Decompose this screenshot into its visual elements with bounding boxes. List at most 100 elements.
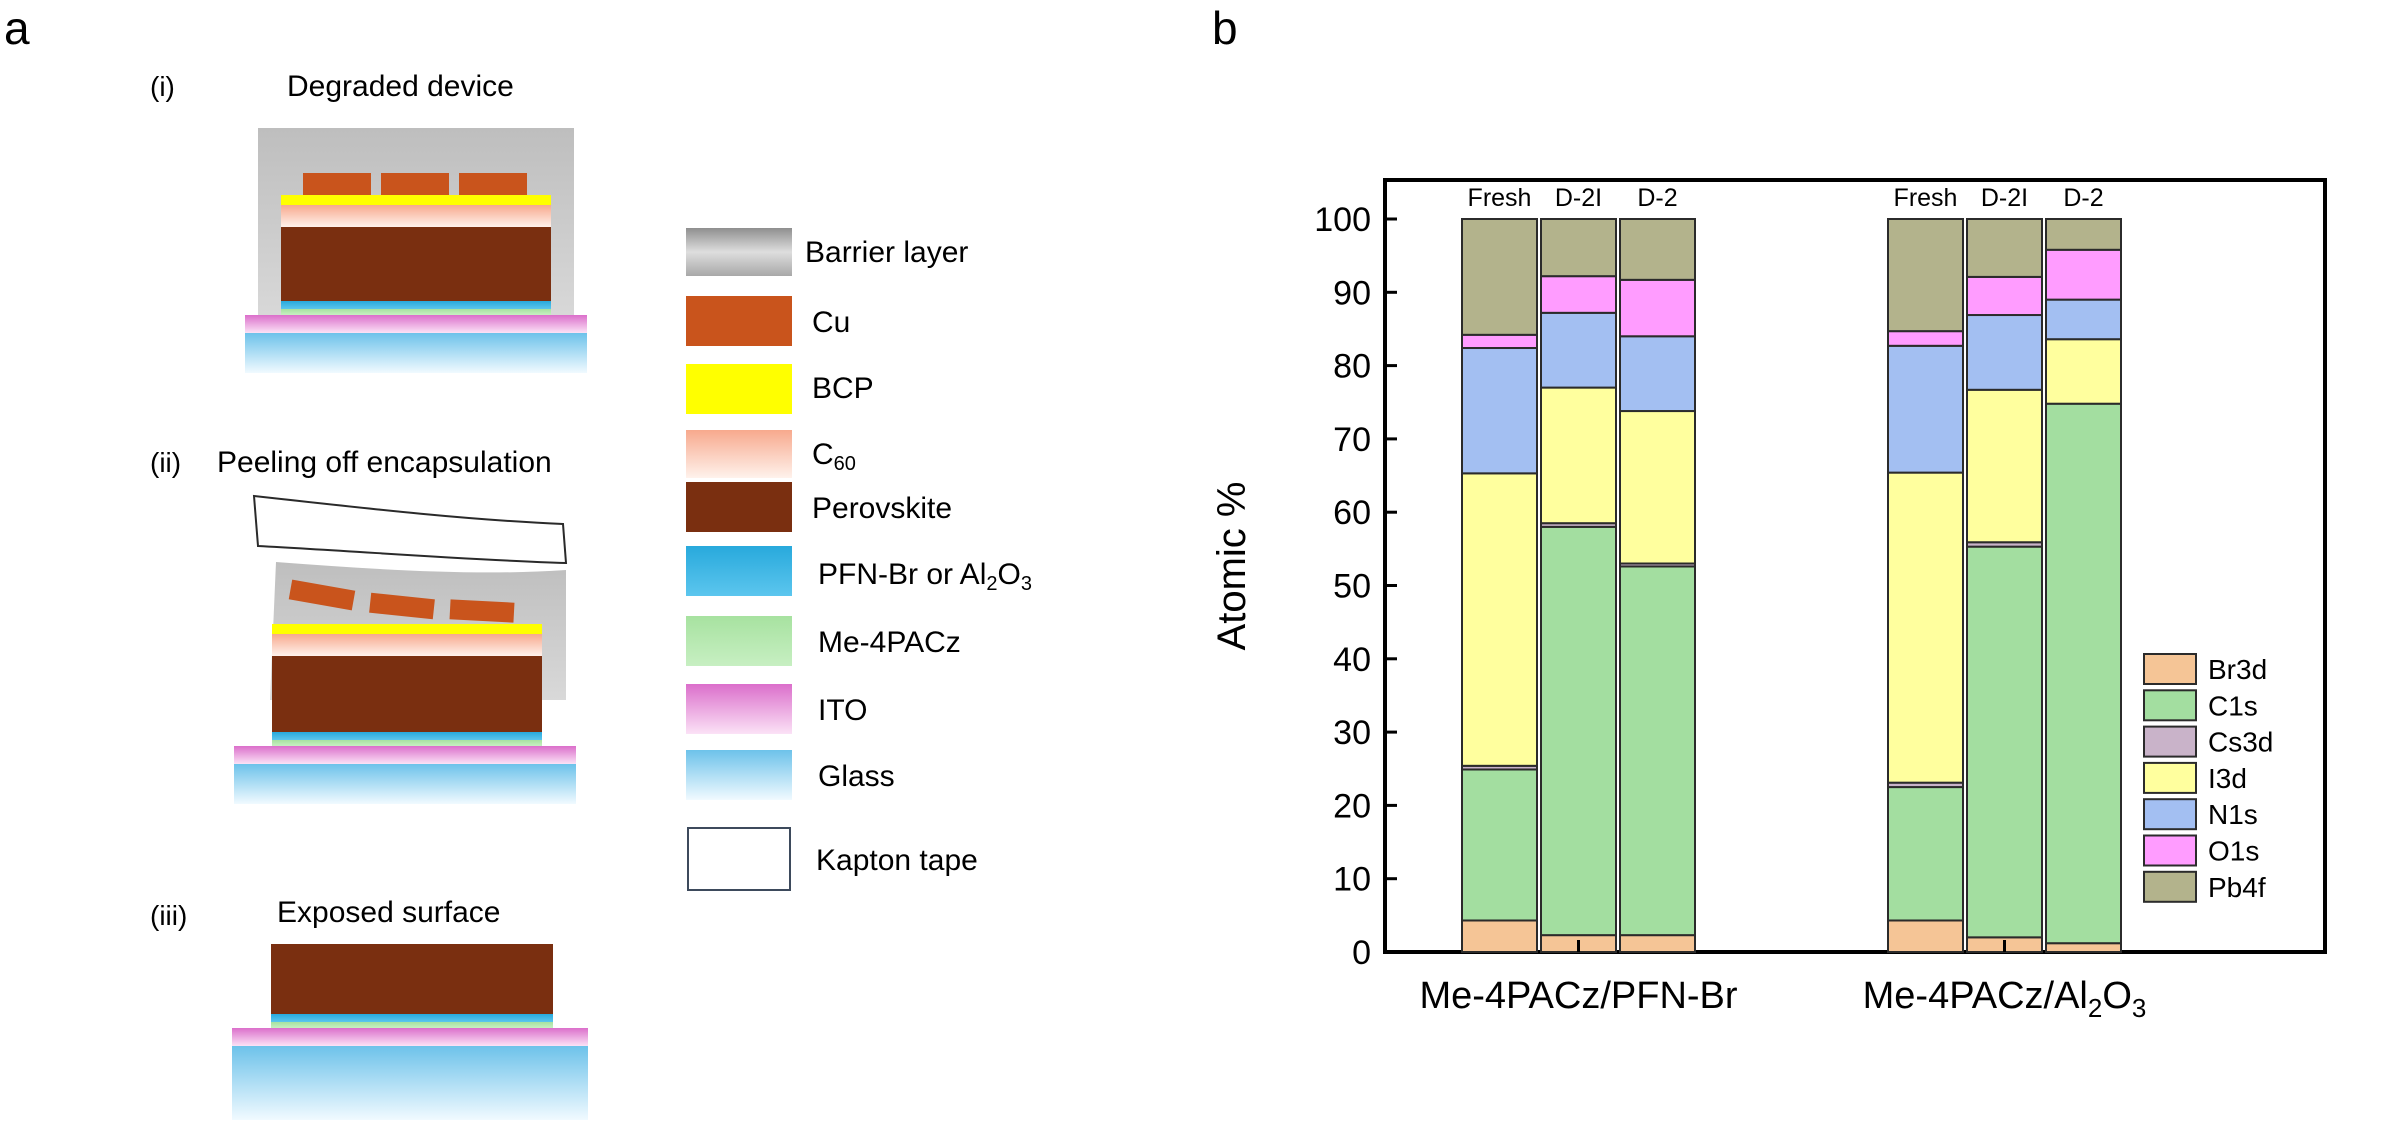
cu-flake xyxy=(449,599,515,623)
bar-label: D-2 xyxy=(1637,184,1677,212)
y-tick-label: 60 xyxy=(1333,494,1371,532)
bar-segment-i3d xyxy=(1461,472,1538,767)
bar-segment-i3d xyxy=(1619,410,1696,565)
legend-label-bcp: BCP xyxy=(812,372,874,405)
bar-segment-c1s xyxy=(1461,768,1538,922)
bar-segment-c1s xyxy=(1540,525,1617,937)
bar-segment-n1s xyxy=(1966,314,2043,391)
legend-label-perovskite: Perovskite xyxy=(812,492,952,525)
y-tick-label: 20 xyxy=(1333,787,1371,825)
step-iii-numeral: (iii) xyxy=(150,900,187,931)
legend-swatch-bcp xyxy=(686,364,792,414)
bar-segment-o1s xyxy=(1966,275,2043,317)
bar-segment-i3d xyxy=(2045,338,2122,405)
ito-layer xyxy=(232,1028,588,1046)
perovskite-layer xyxy=(272,656,542,732)
glass-substrate xyxy=(245,333,587,373)
kapton-tape-peeled xyxy=(252,494,568,565)
legend-swatch-pfn xyxy=(686,546,792,596)
legend-label-cu: Cu xyxy=(812,306,850,339)
bar-segment-pb4f xyxy=(1966,218,2043,278)
legend-swatch-n1s xyxy=(2143,798,2197,831)
y-tick-label: 10 xyxy=(1333,861,1371,899)
glass-substrate xyxy=(234,764,576,804)
legend-swatch-cu xyxy=(686,296,792,346)
bar-segment-c1s xyxy=(1887,786,1964,922)
y-tick-label: 0 xyxy=(1352,934,1371,972)
legend-swatch-c60 xyxy=(686,430,792,478)
cu-flake xyxy=(288,579,356,611)
bar-segment-br3d xyxy=(1619,934,1696,953)
me4pacz-layer xyxy=(272,740,542,746)
y-tick-label: 40 xyxy=(1333,641,1371,679)
bar-segment-o1s xyxy=(1540,275,1617,314)
legend-label-me4pacz: Me-4PACz xyxy=(818,626,961,659)
bar-segment-pb4f xyxy=(1540,218,1617,278)
y-tick-label: 70 xyxy=(1333,421,1371,459)
x-group-label: Me-4PACz/PFN-Br xyxy=(1419,975,1737,1017)
bar-label: D-2I xyxy=(1981,184,2028,212)
bar-label: D-2I xyxy=(1555,184,1602,212)
bar-segment-i3d xyxy=(1966,388,2043,544)
legend-label-pfn: PFN-Br or Al2O3 xyxy=(818,558,1032,595)
bar-segment-o1s xyxy=(2045,248,2122,301)
bar-segment-n1s xyxy=(1619,335,1696,413)
legend-label-i3d: I3d xyxy=(2208,763,2247,794)
pfn-layer xyxy=(281,301,551,309)
y-tick-label: 30 xyxy=(1333,714,1371,752)
y-tick-label: 50 xyxy=(1333,568,1371,606)
bar-segment-o1s xyxy=(1461,333,1538,350)
step-ii-numeral: (ii) xyxy=(150,447,181,478)
legend-swatch-glass xyxy=(686,750,792,800)
bar-segment-pb4f xyxy=(1461,218,1538,336)
step-iii-title: Exposed surface xyxy=(277,896,500,929)
me4pacz-layer xyxy=(281,309,551,315)
legend-label-n1s: N1s xyxy=(2208,799,2258,830)
stacked-bar-chart: 0 10 20 30 40 50 60 70 80 90 100 Atomic % Fresh D-2I D… xyxy=(1210,178,2327,1023)
bar-segment-o1s xyxy=(1887,330,1964,347)
cu-electrode xyxy=(381,173,449,195)
panel-a-label: a xyxy=(4,2,30,54)
y-axis-label: Atomic % xyxy=(1210,482,1254,651)
bar-label: D-2 xyxy=(2063,184,2103,212)
legend-label-c1s: C1s xyxy=(2208,690,2258,721)
x-group-label: Me-4PACz/Al2O3 xyxy=(1863,975,2147,1023)
glass-substrate xyxy=(232,1046,588,1120)
panel-b: b 0 10 20 30 40 50 60 70 80 90 100 Atomic % Fresh D-2… xyxy=(1210,2,2327,1023)
legend-swatch-barrier xyxy=(686,228,792,276)
c60-layer xyxy=(281,205,551,227)
bar-segment-n1s xyxy=(2045,298,2122,341)
cu-flake xyxy=(369,592,435,620)
panel-a: a (i) Degraded device (ii) Peeling off e… xyxy=(4,2,1032,1120)
legend-label-o1s: O1s xyxy=(2208,836,2259,867)
legend-swatch-perovskite xyxy=(686,482,792,532)
bar-label: Fresh xyxy=(1894,184,1958,212)
bar-segment-i3d xyxy=(1887,471,1964,784)
me4pacz-layer xyxy=(271,1022,553,1028)
bar-segment-pb4f xyxy=(1887,218,1964,333)
bar-segment-n1s xyxy=(1540,311,1617,389)
legend-label-cs3d: Cs3d xyxy=(2208,727,2273,758)
bar-segment-c1s xyxy=(1966,545,2043,939)
legend-swatch-c1s xyxy=(2143,689,2197,722)
ito-layer xyxy=(245,315,587,333)
step-i-numeral: (i) xyxy=(150,71,175,102)
cu-electrode xyxy=(303,173,371,195)
legend-label-barrier: Barrier layer xyxy=(805,236,968,269)
step-degraded-device: (i) Degraded device xyxy=(150,70,587,373)
bar-segment-c1s xyxy=(1619,565,1696,937)
y-tick-label: 90 xyxy=(1333,274,1371,312)
legend-swatch-pb4f xyxy=(2143,870,2197,903)
c60-layer xyxy=(272,634,542,656)
bcp-layer xyxy=(272,624,542,634)
perovskite-layer xyxy=(271,944,553,1014)
bar-segment-n1s xyxy=(1461,347,1538,475)
step-peeling-encapsulation: (ii) Peeling off encapsulation xyxy=(150,446,576,804)
bar-segment-br3d xyxy=(2045,942,2122,953)
legend-swatch-i3d xyxy=(2143,761,2197,794)
y-tick-label: 80 xyxy=(1333,348,1371,386)
bar-segment-i3d xyxy=(1540,386,1617,525)
step-i-title: Degraded device xyxy=(287,70,514,103)
bar-segment-n1s xyxy=(1887,344,1964,474)
